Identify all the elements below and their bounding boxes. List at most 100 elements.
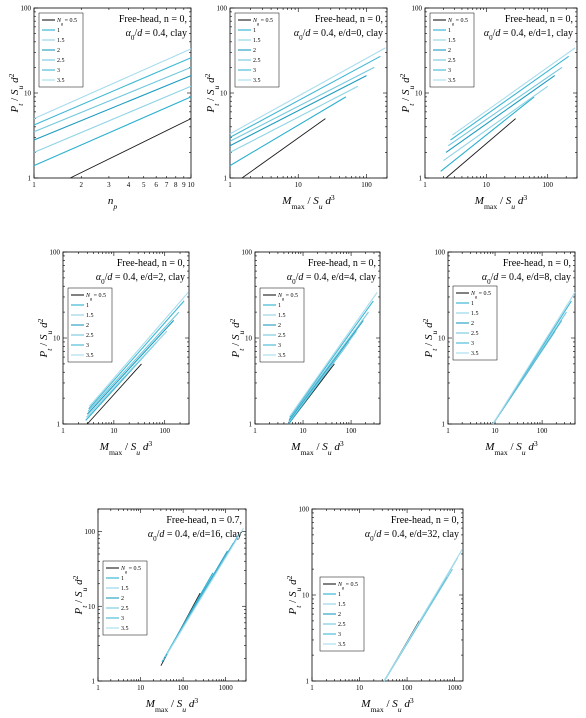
legend-item-label: 1 bbox=[86, 303, 89, 309]
y-axis-label: Pt / Su d2 bbox=[203, 73, 221, 113]
series-line-2 bbox=[445, 75, 556, 153]
series-line-0-5 bbox=[241, 118, 326, 179]
y-tick-label: 10 bbox=[53, 335, 61, 343]
legend-item-label: 1 bbox=[57, 28, 60, 34]
series-line-3-5 bbox=[452, 47, 576, 136]
y-tick-label: 1 bbox=[224, 175, 228, 183]
legend-item-label: 3.5 bbox=[121, 626, 129, 632]
annotation-line-1: Free-head, n = 0, bbox=[503, 258, 571, 269]
y-axis-label: Pt / Su d2 bbox=[7, 73, 25, 113]
x-axis-label: Mmax / Su d3 bbox=[290, 439, 344, 457]
series-line-3-5 bbox=[33, 48, 192, 120]
legend-item-label: 2.5 bbox=[338, 622, 346, 628]
x-tick-label: 1 bbox=[228, 181, 232, 189]
x-axis-label: Mmax / Su d3 bbox=[281, 193, 335, 211]
y-tick-label: 10 bbox=[88, 603, 96, 611]
series-line-3-5 bbox=[166, 528, 244, 655]
x-tick-label: 100 bbox=[346, 427, 357, 435]
series-line-1-5 bbox=[86, 330, 168, 418]
series-line-2-5 bbox=[288, 311, 369, 420]
y-tick-label: 1 bbox=[419, 175, 423, 183]
x-axis-label: np bbox=[108, 195, 118, 211]
x-tick-label: 100 bbox=[159, 427, 170, 435]
legend-title: Ng = 0.5 bbox=[337, 582, 358, 590]
legend-item-label: 3.5 bbox=[278, 353, 286, 359]
legend-item-label: 1.5 bbox=[253, 38, 261, 44]
legend-item-label: 1.5 bbox=[448, 38, 456, 44]
legend-item-label: 3 bbox=[121, 616, 124, 622]
legend-item-label: 1.5 bbox=[278, 313, 286, 319]
legend-item-label: 3 bbox=[253, 68, 256, 74]
series-line-3 bbox=[88, 300, 185, 410]
series-line-3 bbox=[33, 57, 192, 126]
x-tick-label: 100 bbox=[178, 684, 189, 692]
annotation-line-1: Free-head, n = 0, bbox=[119, 14, 187, 25]
annotation-line-1: Free-head, n = 0.7, bbox=[166, 515, 242, 526]
legend-item-label: 1.5 bbox=[471, 311, 479, 317]
annotation-line-2: α0/d = 0.4, clay bbox=[126, 28, 187, 42]
x-axis-label: Mmax / Su d3 bbox=[474, 193, 528, 211]
x-tick-label: 100 bbox=[402, 684, 413, 692]
annotation-line-1: Free-head, n = 0, bbox=[505, 14, 573, 25]
annotation-line-2: α0/d = 0.4, e/d=4, clay bbox=[287, 272, 376, 286]
series-line-2-5 bbox=[447, 66, 563, 147]
x-tick-label: 10 bbox=[137, 684, 145, 692]
series-line-2 bbox=[33, 75, 192, 141]
legend-item-label: 3.5 bbox=[57, 78, 65, 84]
annotation-line-2: α0/d = 0.4, e/d=8, clay bbox=[482, 272, 571, 286]
legend-item-label: 2.5 bbox=[278, 333, 286, 339]
x-tick-label: 100 bbox=[537, 427, 548, 435]
x-axis-label: Mmax / Su d3 bbox=[484, 439, 538, 457]
annotation-line-2: α0/d = 0.4, e/d=32, clay bbox=[365, 529, 459, 543]
y-tick-label: 10 bbox=[245, 335, 253, 343]
chart-panel-6: 1 10 100 1 10 100 Free-head, n = 0, α0/d = 0.4,… bbox=[421, 249, 576, 457]
series-line-1 bbox=[229, 96, 347, 167]
legend-item-label: 3.5 bbox=[448, 78, 456, 84]
y-tick-label: 1 bbox=[28, 175, 32, 183]
y-tick-label: 10 bbox=[24, 90, 32, 98]
x-tick-label: 1 bbox=[32, 181, 36, 189]
legend-item-label: 2 bbox=[338, 612, 341, 618]
legend-item-label: 3.5 bbox=[253, 78, 261, 84]
legend-title: Ng = 0.5 bbox=[85, 293, 106, 301]
series-line-2 bbox=[229, 75, 367, 147]
plot-frame bbox=[97, 508, 247, 682]
legend-item-label: 3.5 bbox=[86, 353, 94, 359]
y-axis-label: Pt / Su d2 bbox=[36, 318, 54, 358]
x-tick-label: 10 bbox=[492, 427, 500, 435]
series-line-3 bbox=[450, 55, 570, 141]
legend-item-label: 2.5 bbox=[471, 331, 479, 337]
legend-item-label: 2 bbox=[253, 48, 256, 54]
series-line-0-5 bbox=[445, 118, 516, 179]
series-line-2 bbox=[288, 320, 364, 421]
legend-item-label: 1 bbox=[253, 28, 256, 34]
legend-item-label: 1.5 bbox=[57, 38, 65, 44]
legend-item-label: 3.5 bbox=[471, 351, 479, 357]
series-line-3-5 bbox=[289, 291, 378, 417]
x-tick-label: 6 bbox=[154, 181, 158, 189]
y-tick-label: 1 bbox=[92, 678, 96, 686]
annotation-line-2: α0/d = 0.4, e/d=16, clay bbox=[148, 529, 242, 543]
x-axis-label: Mmax / Su d3 bbox=[145, 696, 199, 714]
legend-item-label: 1.5 bbox=[121, 586, 129, 592]
legend-item-label: 1 bbox=[448, 28, 451, 34]
legend-item-label: 1.5 bbox=[86, 313, 94, 319]
y-tick-label: 10 bbox=[438, 335, 446, 343]
legend-item-label: 3 bbox=[448, 68, 451, 74]
legend-title: Ng = 0.5 bbox=[277, 293, 298, 301]
legend-item-label: 2.5 bbox=[448, 58, 456, 64]
series-line-1-5 bbox=[33, 85, 192, 153]
annotation-line-1: Free-head, n = 0, bbox=[391, 515, 459, 526]
annotation-line-1: Free-head, n = 0, bbox=[308, 258, 376, 269]
series-line-0-5 bbox=[86, 363, 142, 425]
series-line-1 bbox=[440, 96, 535, 172]
y-tick-label: 1 bbox=[442, 421, 446, 429]
legend-title: Ng = 0.5 bbox=[447, 18, 468, 26]
series-line-3-5 bbox=[88, 291, 189, 407]
series-line-1-5 bbox=[288, 330, 358, 423]
series-line-1-5 bbox=[443, 85, 549, 162]
x-axis-label: Mmax / Su d3 bbox=[360, 696, 414, 714]
x-tick-label: 10 bbox=[356, 684, 364, 692]
y-tick-label: 100 bbox=[21, 5, 32, 13]
